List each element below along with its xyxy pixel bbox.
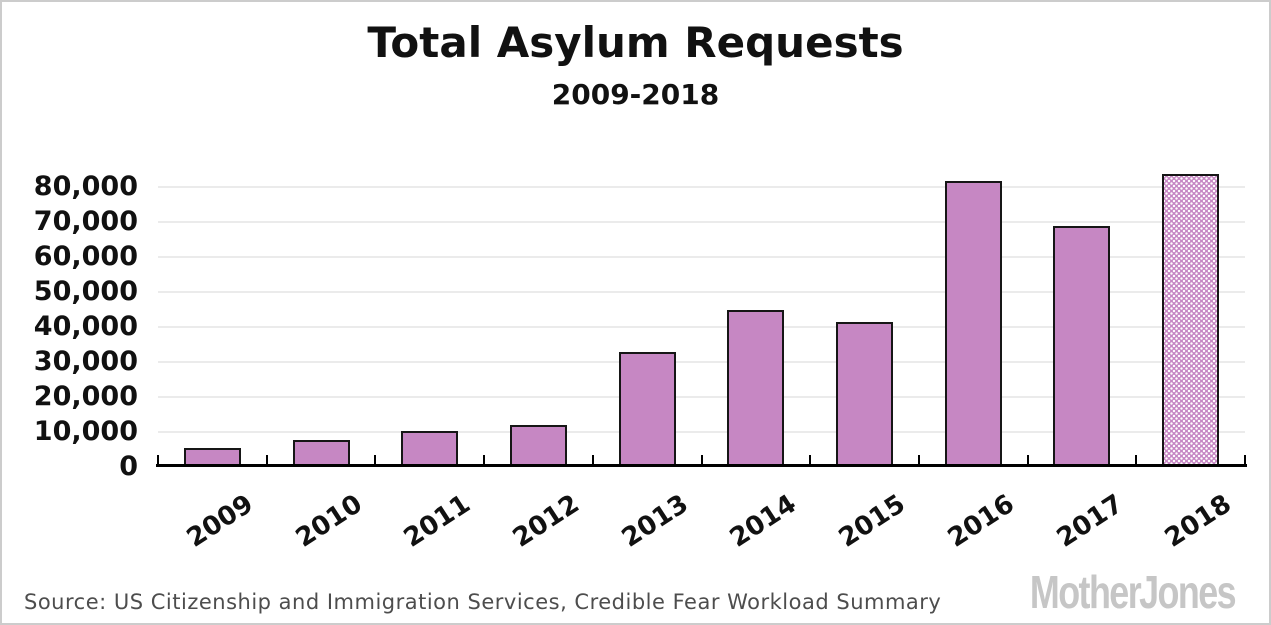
gridline-20000 <box>158 396 1245 398</box>
x-tick-label-2017: 2017 <box>1051 489 1129 554</box>
bar-2011 <box>401 430 459 467</box>
chart-title: Total Asylum Requests <box>367 18 904 67</box>
x-tick-label-2015: 2015 <box>833 489 911 554</box>
bar-2015 <box>836 321 894 467</box>
y-axis-labels: 0 10,000 20,000 30,000 40,000 50,000 60,000 70,… <box>2 152 138 492</box>
x-tick-label-2016: 2016 <box>942 489 1020 554</box>
x-axis-tick <box>266 455 268 467</box>
x-axis-labels: 2009 2010 2011 2012 2013 2014 2015 2016 2017 2018 <box>158 489 1245 569</box>
x-tick-label-2014: 2014 <box>725 489 803 554</box>
y-tick-label-70000: 70,000 <box>33 206 138 237</box>
x-tick-label-2012: 2012 <box>507 489 585 554</box>
gridline-30000 <box>158 361 1245 363</box>
x-axis-tick <box>157 455 159 467</box>
x-axis-tick <box>918 455 920 467</box>
y-tick-label-0: 0 <box>119 451 138 482</box>
gridline-10000 <box>158 431 1245 433</box>
x-axis-tick <box>1027 455 1029 467</box>
y-tick-label-60000: 60,000 <box>33 241 138 272</box>
bar-2010 <box>292 440 350 467</box>
source-note: Source: US Citizenship and Immigration S… <box>24 590 942 614</box>
bar-2009 <box>183 448 241 467</box>
y-tick-label-30000: 30,000 <box>33 346 138 377</box>
x-axis-line <box>156 464 1247 467</box>
gridline-80000 <box>158 186 1245 188</box>
x-axis-tick <box>1244 455 1246 467</box>
chart-subtitle: 2009-2018 <box>551 78 720 111</box>
mother-jones-logo: Mother Jones <box>1029 566 1237 618</box>
x-tick-label-2010: 2010 <box>290 489 368 554</box>
plot-area <box>157 152 1246 467</box>
x-axis-tick <box>374 455 376 467</box>
bar-2012 <box>509 425 567 467</box>
y-tick-label-40000: 40,000 <box>33 311 138 342</box>
bar-2017 <box>1053 225 1111 467</box>
bar-2014 <box>727 309 785 467</box>
x-axis-tick <box>592 455 594 467</box>
gridline-50000 <box>158 291 1245 293</box>
y-tick-label-10000: 10,000 <box>33 416 138 447</box>
gridline-70000 <box>158 221 1245 223</box>
bar-2016 <box>944 181 1002 467</box>
y-tick-label-50000: 50,000 <box>33 276 138 307</box>
x-axis-tick <box>483 455 485 467</box>
x-tick-label-2009: 2009 <box>181 489 259 554</box>
x-tick-label-2018: 2018 <box>1159 489 1237 554</box>
bar-2018 <box>1162 174 1220 467</box>
x-axis-tick <box>809 455 811 467</box>
bar-2013 <box>618 351 676 467</box>
y-tick-label-80000: 80,000 <box>33 171 138 202</box>
x-axis-tick <box>701 455 703 467</box>
x-axis-tick <box>1135 455 1137 467</box>
gridline-60000 <box>158 256 1245 258</box>
y-tick-label-20000: 20,000 <box>33 381 138 412</box>
x-tick-label-2013: 2013 <box>616 489 694 554</box>
gridline-40000 <box>158 326 1245 328</box>
x-tick-label-2011: 2011 <box>399 489 477 554</box>
